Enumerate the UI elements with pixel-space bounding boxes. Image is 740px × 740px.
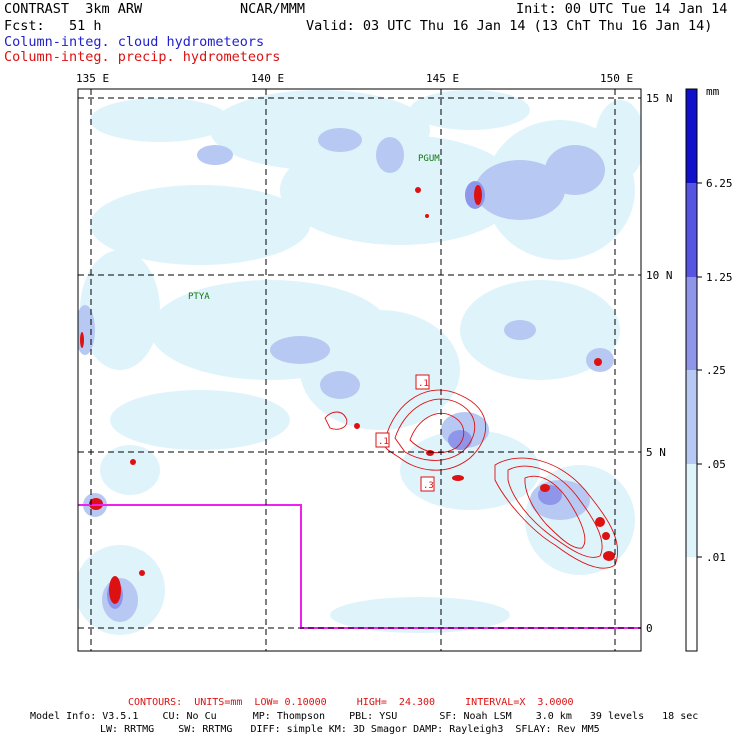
agency-label: NCAR/MMM	[240, 1, 306, 17]
contour-label-1: .1	[415, 374, 430, 390]
colorbar-unit: mm	[706, 85, 720, 98]
init-time: Init: 00 UTC Tue 14 Jan 14	[516, 1, 728, 17]
contour-label-2: .1	[375, 432, 390, 448]
field-cloud-label: Column-integ. cloud hydrometeors	[4, 34, 265, 50]
svg-text:.1: .1	[378, 437, 389, 447]
station-label-ptya: PTYA	[188, 292, 210, 302]
svg-text:.1: .1	[418, 379, 429, 389]
lat-tick-0: 0	[646, 622, 653, 635]
precip-cores	[80, 185, 615, 604]
forecast-hour: Fcst: 51 h	[4, 18, 102, 34]
product-title: CONTRAST 3km ARW	[4, 1, 143, 17]
cloud-shading-light	[78, 90, 641, 635]
colorbar-level-1: 6.25	[706, 177, 733, 190]
colorbar-level-5: .01	[706, 551, 726, 564]
lat-tick-15n: 15 N	[646, 92, 673, 105]
lat-lon-grid	[78, 89, 641, 651]
colorbar-level-4: .05	[706, 458, 726, 471]
contour-info: CONTOURS: UNITS=mm LOW= 0.10000 HIGH= 24…	[128, 697, 574, 708]
model-info-line1: Model Info: V3.5.1 CU: No Cu MP: Thompso…	[30, 711, 699, 722]
lon-tick-145: 145 E	[426, 72, 459, 85]
colorbar-level-3: .25	[706, 364, 726, 377]
contour-label-3: .3	[420, 476, 435, 492]
svg-text:.3: .3	[423, 481, 434, 491]
model-info-line2: LW: RRTMG SW: RRTMG DIFF: simple KM: 3D …	[100, 724, 600, 735]
lat-tick-10n: 10 N	[646, 269, 673, 282]
lat-tick-5n: 5 N	[646, 446, 666, 459]
lon-tick-140: 140 E	[251, 72, 284, 85]
lon-tick-135: 135 E	[76, 72, 109, 85]
field-precip-label: Column-integ. precip. hydrometeors	[4, 49, 281, 65]
lon-tick-150: 150 E	[600, 72, 633, 85]
colorbar: mm 6.25 1.25 .25 .05 .01	[685, 85, 733, 652]
colorbar-level-2: 1.25	[706, 271, 733, 284]
station-label-pgum: PGUM	[418, 154, 440, 164]
valid-time: Valid: 03 UTC Thu 16 Jan 14 (13 ChT Thu …	[306, 18, 713, 34]
map-frame	[77, 88, 642, 652]
